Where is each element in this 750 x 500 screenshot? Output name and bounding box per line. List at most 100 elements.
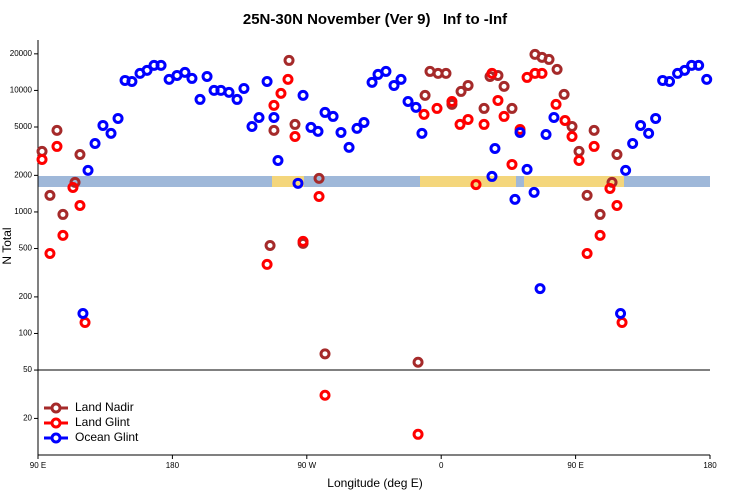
band-land: [272, 176, 304, 187]
data-point: [163, 73, 175, 85]
y-tick-label: 500: [19, 244, 33, 253]
data-point: [478, 118, 490, 130]
data-point: [559, 114, 571, 126]
data-point: [44, 189, 56, 201]
legend-label: Land Glint: [75, 415, 130, 429]
data-point: [186, 72, 198, 84]
data-point: [289, 130, 301, 142]
data-point: [282, 73, 294, 85]
data-point: [380, 65, 392, 77]
data-point: [498, 110, 510, 122]
data-point: [155, 59, 167, 71]
data-point: [79, 317, 91, 329]
data-point: [201, 70, 213, 82]
data-point: [540, 128, 552, 140]
data-point: [616, 317, 628, 329]
data-point: [297, 235, 309, 247]
data-point: [297, 89, 309, 101]
data-point: [611, 148, 623, 160]
data-point: [418, 108, 430, 120]
y-tick-label: 20: [23, 414, 32, 423]
data-point: [412, 428, 424, 440]
data-point: [521, 163, 533, 175]
data-point: [74, 148, 86, 160]
data-point: [573, 155, 585, 167]
data-point: [97, 119, 109, 131]
data-point: [643, 127, 655, 139]
data-point: [486, 170, 498, 182]
legend-marker: [50, 432, 62, 444]
data-point: [36, 154, 48, 166]
data-point: [558, 88, 570, 100]
data-point: [82, 164, 94, 176]
data-point: [89, 137, 101, 149]
data-point: [261, 258, 273, 270]
data-point: [57, 208, 69, 220]
data-point: [179, 66, 191, 78]
y-tick-label: 200: [19, 292, 33, 301]
data-point: [410, 101, 422, 113]
data-point: [588, 140, 600, 152]
data-point: [489, 142, 501, 154]
y-tick-label: 10000: [10, 86, 33, 95]
data-point: [615, 308, 627, 320]
data-point: [112, 112, 124, 124]
data-point: [51, 124, 63, 136]
data-point: [440, 67, 452, 79]
data-point: [620, 164, 632, 176]
data-point: [534, 283, 546, 295]
data-point: [492, 94, 504, 106]
data-point: [343, 141, 355, 153]
data-point: [454, 118, 466, 130]
legend-marker: [50, 417, 62, 429]
data-point: [74, 199, 86, 211]
data-point: [462, 79, 474, 91]
y-axis-label: N Total: [0, 227, 14, 264]
data-point: [44, 248, 56, 260]
data-point: [312, 125, 324, 137]
data-point: [664, 75, 676, 87]
x-tick-label: 0: [439, 461, 444, 470]
data-point: [67, 181, 79, 193]
data-point: [455, 85, 467, 97]
x-tick-label: 180: [166, 461, 180, 470]
data-point: [231, 93, 243, 105]
y-tick-label: 2000: [14, 170, 32, 179]
x-axis-label: Longitude (deg E): [327, 476, 422, 490]
data-point: [566, 120, 578, 132]
data-point: [319, 389, 331, 401]
data-point: [319, 348, 331, 360]
data-point: [246, 120, 258, 132]
data-point: [543, 53, 555, 65]
band-land: [524, 176, 624, 187]
data-point: [566, 130, 578, 142]
data-point: [573, 145, 585, 157]
data-point: [51, 140, 63, 152]
data-point: [514, 126, 526, 138]
data-point: [268, 111, 280, 123]
legend-label: Land Nadir: [75, 400, 134, 414]
data-point: [402, 95, 414, 107]
data-point: [313, 172, 325, 184]
data-point: [701, 73, 713, 85]
y-tick-label: 100: [19, 329, 33, 338]
data-point: [551, 63, 563, 75]
data-point: [264, 239, 276, 251]
data-point: [536, 67, 548, 79]
data-point: [395, 73, 407, 85]
x-tick-label: 180: [703, 461, 717, 470]
data-point: [141, 64, 153, 76]
data-point: [581, 189, 593, 201]
data-point: [509, 193, 521, 205]
data-point: [627, 137, 639, 149]
data-point: [194, 93, 206, 105]
legend-label: Ocean Glint: [75, 430, 139, 444]
data-point: [335, 126, 347, 138]
data-point: [275, 87, 287, 99]
data-point: [462, 113, 474, 125]
data-point: [412, 356, 424, 368]
x-tick-label: 90 W: [297, 461, 316, 470]
data-point: [478, 102, 490, 114]
data-point: [261, 75, 273, 87]
